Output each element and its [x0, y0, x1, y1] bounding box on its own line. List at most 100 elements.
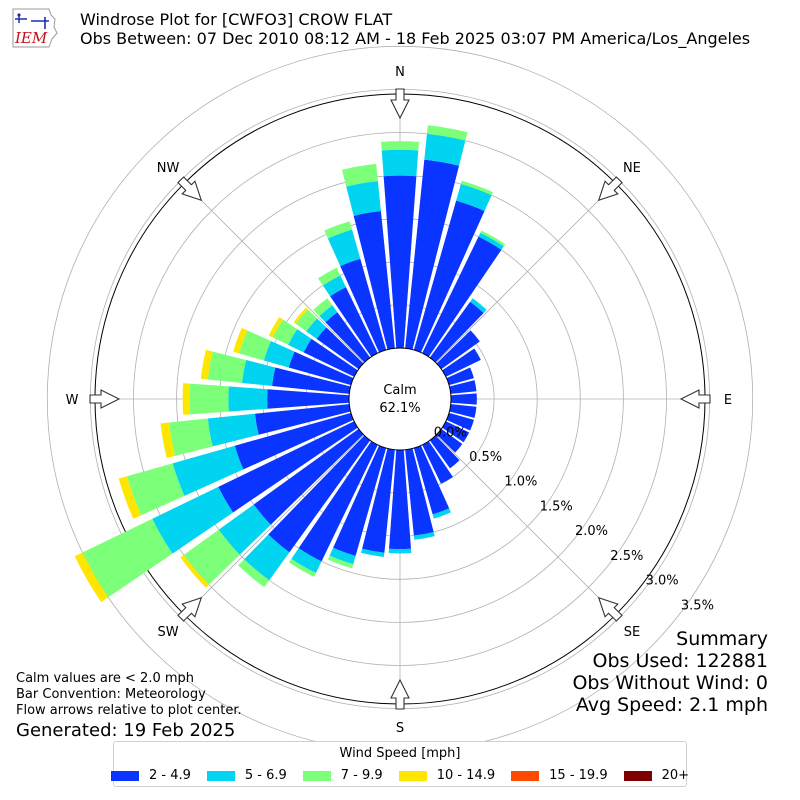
flow-arrow [390, 678, 410, 710]
wind-bar-segment [288, 558, 316, 577]
wind-bar-segment [319, 305, 338, 323]
legend-label: 20+ [661, 768, 690, 783]
direction-label: NW [157, 161, 180, 176]
wind-bar-segment [449, 380, 477, 394]
wind-bar-segment [234, 412, 354, 470]
direction-label: N [395, 65, 405, 80]
wind-bar-segment [383, 175, 417, 349]
title-line-1: Windrose Plot for [CWFO3] CROW FLAT [80, 10, 393, 29]
wind-bar-segment [361, 548, 385, 557]
flow-arrow [390, 88, 410, 120]
wind-bar-segment [272, 367, 351, 394]
wind-bar-segment [329, 547, 356, 565]
wind-bar-segment [180, 554, 209, 588]
wind-bar-segment [446, 412, 474, 431]
wind-bar-segment [327, 229, 361, 266]
flow-arrow [177, 176, 203, 202]
title-line-2: Obs Between: 07 Dec 2010 08:12 AM - 18 F… [80, 29, 751, 48]
wind-bar-segment [322, 275, 346, 297]
wind-bar-segment [189, 383, 229, 415]
wind-bar-segment [353, 211, 395, 350]
grid-spoke [184, 183, 365, 364]
radial-tick-label: 0.5% [469, 450, 502, 465]
flow-arrow [679, 389, 711, 409]
calm-label: Calm [383, 383, 416, 398]
radial-tick-label: 1.0% [504, 475, 537, 490]
calm-note: Calm values are < 2.0 mph [16, 671, 195, 686]
wind-bar-segment [413, 200, 485, 353]
wind-bar-segment [478, 232, 504, 250]
wind-bar-segment [429, 301, 484, 363]
obs-without-wind: Obs Without Wind: 0 [572, 672, 768, 694]
avg-speed: Avg Speed: 2.1 mph [575, 694, 768, 716]
wind-bar-segment [480, 230, 506, 247]
legend-items: 2 - 4.9 5 - 6.9 7 - 9.9 10 - 14.9 15 - 19.9 2… [110, 768, 690, 783]
legend-title: Wind Speed [mph] [339, 746, 461, 761]
legend-label: 5 - 6.9 [244, 768, 287, 783]
generated-date: Generated: 19 Feb 2025 [16, 720, 236, 741]
wind-bar-segment [207, 351, 247, 383]
legend-item: 15 - 19.9 [511, 768, 608, 783]
legend-label: 2 - 4.9 [148, 768, 191, 783]
wind-bar-segment [426, 125, 468, 141]
wind-bar-segment [183, 529, 240, 585]
wind-bar-segment [318, 267, 341, 286]
chart-title: Windrose Plot for [CWFO3] CROW FLAT Obs … [80, 10, 750, 48]
wind-bar-segment [432, 508, 451, 519]
wind-bar-segment [422, 441, 453, 484]
wind-bar-segment [388, 548, 412, 554]
direction-label: E [724, 393, 732, 408]
wind-bar-segment [293, 307, 308, 324]
legend: Wind Speed [mph] 2 - 4.9 5 - 6.9 7 - 9.9 10… [110, 741, 690, 787]
windrose-bars [74, 125, 506, 603]
radial-tick-label: 3.0% [646, 574, 679, 589]
radial-tick-label: 1.5% [540, 499, 573, 514]
legend-item: 7 - 9.9 [302, 768, 383, 783]
legend-item: 5 - 6.9 [206, 768, 287, 783]
direction-label: SE [624, 625, 640, 640]
wind-bar-segment [413, 532, 435, 540]
wind-bar-segment [288, 329, 312, 353]
legend-swatch [110, 770, 139, 781]
legend-swatch [398, 770, 427, 781]
legend-label: 15 - 19.9 [549, 768, 608, 783]
wind-bar-segment [253, 428, 364, 525]
flow-arrow [597, 176, 623, 202]
bar-convention-note: Bar Convention: Meteorology [16, 687, 206, 702]
wind-bar-segment [160, 422, 176, 459]
wind-bar-segment [126, 463, 185, 516]
wind-bar-segment [267, 389, 350, 409]
calm-circle-group: Calm 62.1% [348, 347, 452, 451]
wind-bar-segment [200, 349, 213, 380]
wind-bar-segment [381, 141, 419, 151]
wind-bar-segment [118, 476, 142, 519]
legend-item: 20+ [623, 768, 690, 783]
wind-bar-segment [362, 448, 395, 553]
flow-arrow [89, 389, 121, 409]
wind-bar-segment [263, 340, 295, 368]
direction-label: SW [158, 625, 179, 640]
grid-spoke [435, 434, 616, 615]
wind-bar-segment [413, 445, 450, 515]
wind-bar-segment [449, 404, 477, 418]
calm-value: 62.1% [379, 401, 420, 416]
direction-arrows: N NE E SE S SW W NW [66, 65, 733, 736]
legend-swatch [623, 770, 652, 781]
radial-tick-label: 2.5% [610, 549, 643, 564]
wind-bar-segment [405, 159, 460, 350]
wind-bar-segment [316, 327, 364, 370]
wind-bar-segment [169, 418, 213, 456]
legend-item: 2 - 4.9 [110, 768, 191, 783]
wind-bar-segment [272, 319, 298, 345]
wind-bar-segment [456, 184, 492, 211]
wind-bar-segment [254, 404, 351, 435]
wind-bar-segment [82, 518, 173, 598]
wind-bar-segment [470, 298, 487, 313]
wind-bar-segment [324, 221, 353, 239]
wind-bar-segment [436, 428, 463, 453]
wind-bar-segment [389, 449, 411, 550]
wind-bar-segment [182, 383, 191, 415]
wind-bar-segment [330, 287, 378, 357]
wind-bar-segment [288, 351, 354, 386]
